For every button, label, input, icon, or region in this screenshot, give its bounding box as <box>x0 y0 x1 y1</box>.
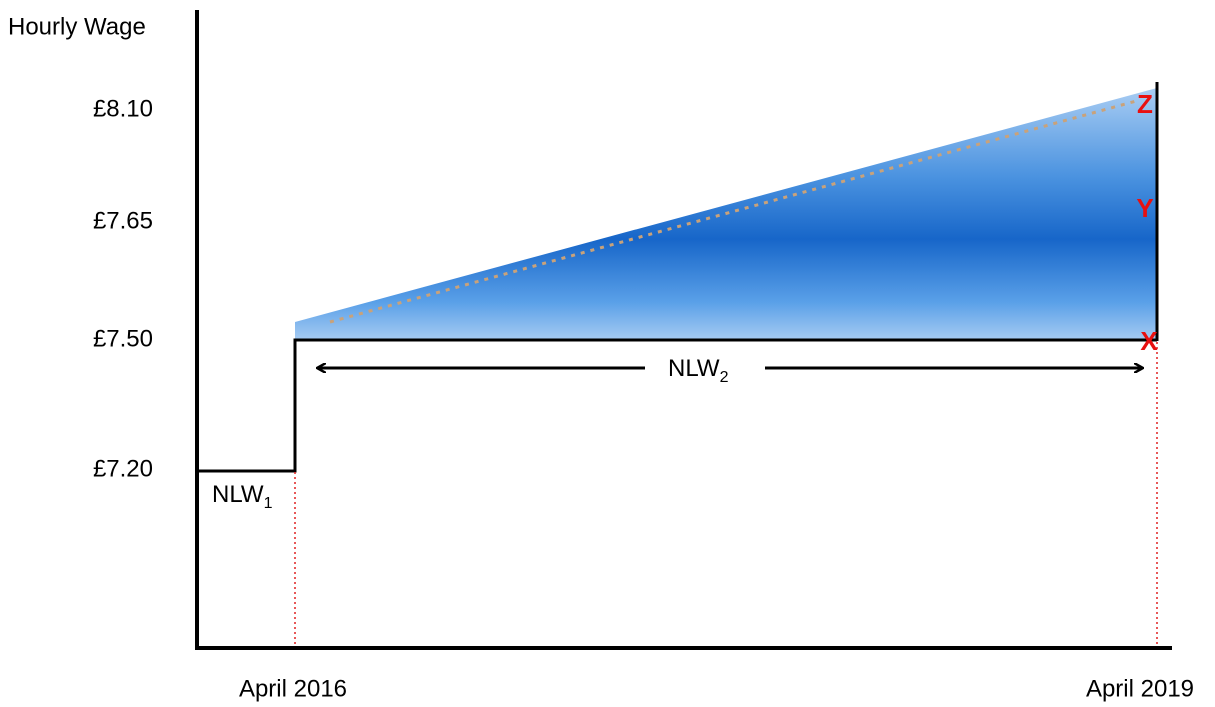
nlw1-label: NLW1 <box>212 481 273 512</box>
point-label: X <box>1140 326 1158 356</box>
point-label: Y <box>1136 193 1153 223</box>
nlw2-subscript: 2 <box>720 369 729 386</box>
nlw1-text: NLW <box>212 481 264 508</box>
nlw1-subscript: 1 <box>264 495 273 512</box>
nlw2-text: NLW <box>668 355 720 382</box>
y-tick-label: £7.65 <box>93 207 153 234</box>
y-axis-label: Hourly Wage <box>8 13 146 40</box>
point-label: Z <box>1137 89 1153 119</box>
x-tick-label: April 2019 <box>1086 675 1194 702</box>
y-tick-label: £8.10 <box>93 95 153 122</box>
x-tick-label: April 2016 <box>239 675 347 702</box>
y-tick-label: £7.20 <box>93 455 153 482</box>
nlw-step <box>197 338 1157 473</box>
nlw2-label: NLW2 <box>668 355 729 386</box>
y-tick-label: £7.50 <box>93 325 153 352</box>
